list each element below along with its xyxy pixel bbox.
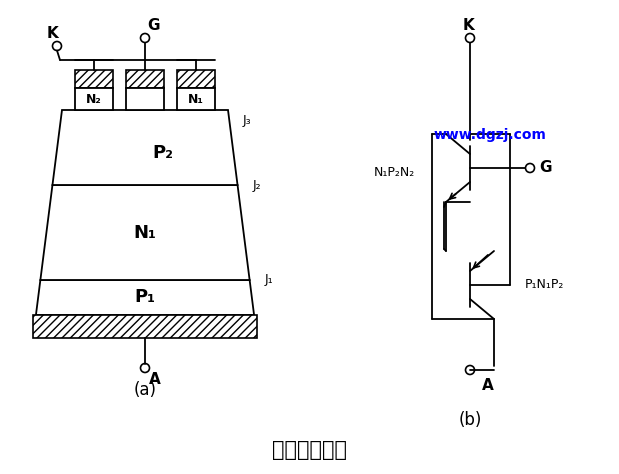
Bar [75,88,113,110]
Text: N₁: N₁ [188,92,204,106]
Text: G: G [539,161,552,175]
Text: K: K [462,18,474,33]
Text: P₂: P₂ [152,144,173,162]
Bar [177,88,215,110]
Text: G: G [147,18,159,33]
Text: J₂: J₂ [253,179,261,191]
Polygon shape [36,280,254,315]
Text: N₁: N₁ [134,224,157,241]
Text: (b): (b) [458,411,482,429]
Text: 晶闸管的结构: 晶闸管的结构 [272,440,347,460]
Text: J₃: J₃ [243,113,252,127]
Bar [126,70,164,88]
Text: P₁: P₁ [134,289,155,307]
Text: K: K [46,26,58,40]
Bar [126,88,164,110]
Bar [177,70,215,88]
Text: www.dgzj.com: www.dgzj.com [433,128,547,142]
Text: (a): (a) [134,381,157,399]
Text: N₂: N₂ [86,92,102,106]
Polygon shape [53,110,238,185]
Bar [75,70,113,88]
Text: A: A [482,377,494,392]
Text: N₁P₂N₂: N₁P₂N₂ [374,166,415,180]
Text: P₁N₁P₂: P₁N₁P₂ [525,279,565,292]
Bar [33,315,257,338]
Polygon shape [40,185,249,280]
Text: J₁: J₁ [265,273,273,286]
Text: A: A [149,373,161,388]
